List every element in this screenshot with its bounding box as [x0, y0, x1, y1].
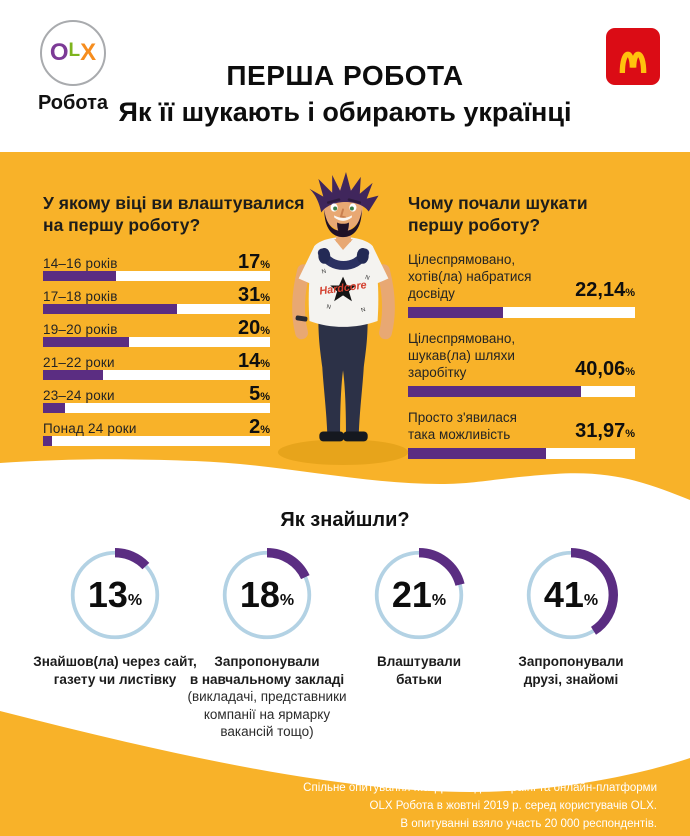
svg-text:N: N — [361, 307, 367, 314]
age-bar-fill — [43, 270, 117, 281]
mcdonalds-logo — [606, 28, 660, 85]
age-bar-row: 14–16 років 17% — [43, 251, 270, 281]
donut-ring — [220, 548, 314, 642]
wave-divider — [0, 450, 690, 500]
age-bar-track — [43, 336, 270, 347]
donut-caption-note: (викладачі, представники компанії на ярм… — [187, 689, 347, 740]
olx-logo-circle: OLX — [40, 20, 106, 86]
donut-ring — [524, 548, 618, 642]
age-bar-fill — [43, 402, 65, 413]
olx-robota-logo: OLX Робота — [28, 20, 118, 115]
svg-text:N: N — [364, 275, 370, 282]
reason-chart-heading: Чому почали шукати першу роботу? — [408, 193, 588, 236]
donut-caption: Запропонували в навчальному закладі — [189, 654, 345, 687]
age-bar-value: 2% — [249, 415, 270, 438]
age-bar-row: 23–24 роки 5% — [43, 383, 270, 413]
golden-arches-icon — [619, 51, 647, 73]
reason-bar-track — [408, 447, 635, 459]
age-bar-value: 17% — [237, 250, 270, 273]
reason-chart: Чому почали шукати першу роботу? Цілеспр… — [408, 192, 635, 471]
age-bar-label: 19–20 років — [43, 321, 118, 337]
donut-column: 41% Запропонували друзі, знайомі — [485, 548, 657, 688]
reason-bar-label: Цілеспрямовано, шукав(ла) шляхи заробітк… — [408, 330, 516, 380]
olx-robota-label: Робота — [37, 92, 109, 114]
age-bar-fill — [43, 336, 130, 347]
reason-bar-fill — [408, 306, 504, 318]
svg-text:N: N — [326, 304, 331, 311]
age-bar-track — [43, 402, 270, 413]
age-bar-label: 21–22 роки — [43, 354, 115, 370]
olx-letter-x: X — [80, 39, 97, 66]
donut-column: 18% Запропонували в навчальному закладі … — [181, 548, 353, 741]
olx-letter-l: L — [68, 40, 81, 61]
age-bar-label: 14–16 років — [43, 255, 118, 271]
reason-bar-value: 22,14% — [575, 278, 635, 301]
donut-chart: 13% — [68, 548, 162, 642]
donut-chart: 41% — [524, 548, 618, 642]
page-title: ПЕРША РОБОТА Як її шукають і обирають ук… — [0, 60, 690, 128]
age-bar-track — [43, 270, 270, 281]
found-section-title: Як знайшли? — [280, 509, 410, 531]
reason-bar-value: 31,97% — [575, 419, 635, 442]
donut-ring — [372, 548, 466, 642]
reason-bar-track — [408, 306, 635, 318]
age-bar-label: 17–18 років — [43, 288, 118, 304]
age-bar-value: 31% — [237, 283, 270, 306]
age-bar-label: Понад 24 роки — [43, 420, 137, 436]
age-bar-label: 23–24 роки — [43, 387, 115, 403]
donut-caption: Знайшов(ла) через сайт, газету чи листів… — [33, 654, 197, 687]
page-title-line1: ПЕРША РОБОТА — [226, 60, 464, 91]
donut-column: 13% Знайшов(ла) через сайт, газету чи ли… — [29, 548, 201, 688]
age-bar-track — [43, 303, 270, 314]
reason-bar-row: Цілеспрямовано, хотів(ла) набратися досв… — [408, 251, 635, 318]
donut-column: 21% Влаштували батьки — [333, 548, 505, 688]
age-bar-row: Понад 24 роки 2% — [43, 416, 270, 446]
age-bar-fill — [43, 303, 177, 314]
svg-text:N: N — [321, 269, 327, 276]
donut-chart: 18% — [220, 548, 314, 642]
reason-bar-row: Просто з'явилася така можливість 31,97% — [408, 409, 635, 459]
donut-chart: 21% — [372, 548, 466, 642]
age-bar-track — [43, 435, 270, 446]
donut-ring — [68, 548, 162, 642]
age-bar-track — [43, 369, 270, 380]
page-title-line2: Як її шукають і обирають українці — [118, 97, 572, 127]
reason-bar-fill — [408, 447, 546, 459]
donut-value: 18% — [239, 574, 295, 615]
age-bar-value: 14% — [237, 349, 270, 372]
survey-footnote: Спільне опитування МакДональдз в Україні… — [303, 782, 657, 831]
reason-bar-row: Цілеспрямовано, шукав(ла) шляхи заробітк… — [408, 330, 635, 397]
age-bar-row: 19–20 років 20% — [43, 317, 270, 347]
reason-bar-value: 40,06% — [575, 357, 635, 380]
donut-caption: Запропонували друзі, знайомі — [518, 654, 624, 687]
character-illustration: Hardcore N N N N — [277, 172, 409, 466]
donut-value: 21% — [391, 574, 447, 615]
reason-bar-label: Цілеспрямовано, хотів(ла) набратися досв… — [408, 251, 532, 301]
age-bar-fill — [43, 435, 52, 446]
reason-bar-track — [408, 385, 635, 397]
age-chart: У якому віці ви влаштувалися на першу ро… — [43, 192, 305, 449]
header: OLX Робота ПЕРША РОБОТА Як її шукають і … — [0, 0, 690, 152]
reason-bar-label: Просто з'явилася така можливість — [408, 409, 517, 442]
donut-value: 13% — [87, 574, 143, 615]
age-bar-row: 17–18 років 31% — [43, 284, 270, 314]
donut-value: 41% — [543, 574, 599, 615]
reason-bar-fill — [408, 385, 581, 397]
age-bar-fill — [43, 369, 104, 380]
age-bar-value: 5% — [249, 382, 270, 405]
age-bar-value: 20% — [237, 316, 270, 339]
bottom-curve — [0, 711, 690, 836]
donut-caption: Влаштували батьки — [376, 654, 462, 687]
olx-letter-o: O — [49, 39, 69, 66]
age-bar-row: 21–22 роки 14% — [43, 350, 270, 380]
age-chart-heading: У якому віці ви влаштувалися на першу ро… — [43, 193, 305, 236]
olx-logo-letters: OLX — [50, 39, 96, 67]
